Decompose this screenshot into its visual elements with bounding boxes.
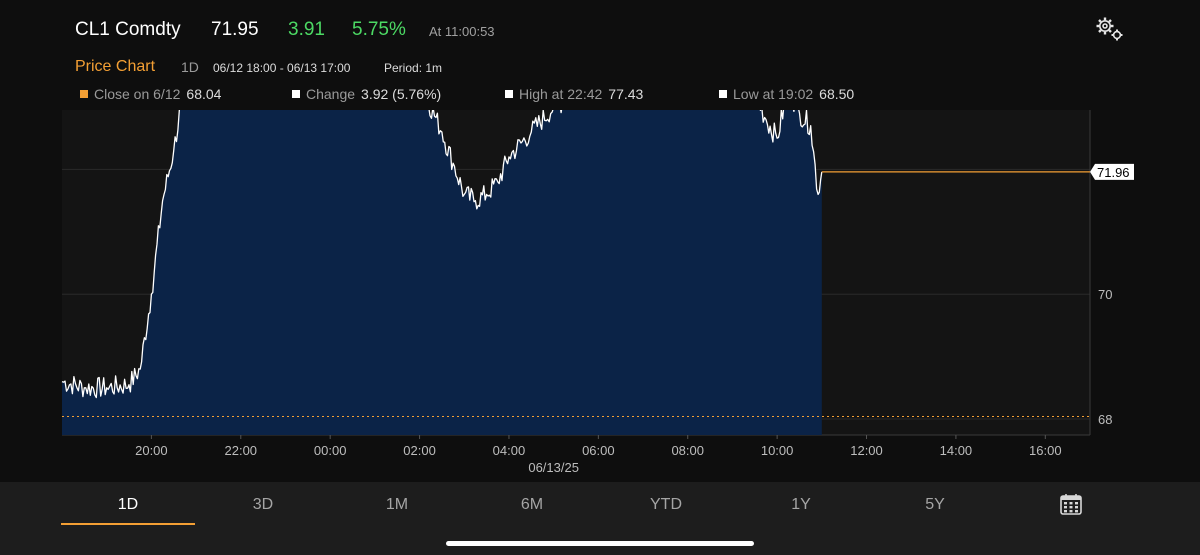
x-tick-label: 20:00 — [135, 443, 168, 458]
tab-ytd[interactable]: YTD — [650, 496, 682, 513]
legend-close-label: Close on 6/12 — [94, 86, 181, 102]
tab-3d[interactable]: 3D — [252, 496, 274, 513]
legend-low-value: 68.50 — [819, 86, 855, 102]
x-tick-label: 08:00 — [671, 443, 704, 458]
active-tab-indicator — [61, 523, 195, 525]
home-indicator — [446, 541, 754, 546]
tab-6m[interactable]: 6M — [520, 496, 544, 513]
last-price-label: 71.96 — [1097, 165, 1130, 180]
y-tick-label: 70 — [1098, 287, 1112, 302]
x-tick-label: 02:00 — [403, 443, 436, 458]
price-chart-title: Price Chart — [75, 58, 156, 75]
legend-change: Change 3.92 (5.76%) — [292, 86, 441, 102]
x-tick-label: 14:00 — [940, 443, 973, 458]
legend-high-swatch — [505, 90, 513, 98]
range-tab-bar: 1D 3D 1M 6M YTD 1Y 5Y — [0, 482, 1200, 555]
legend-close-swatch — [80, 90, 88, 98]
legend-change-swatch — [292, 90, 300, 98]
last-price-tag — [1090, 163, 1134, 180]
price-chart[interactable]: 687072747620:0022:0000:0002:0004:0006:00… — [0, 110, 1200, 480]
x-tick-label: 12:00 — [850, 443, 883, 458]
legend-close-value: 68.04 — [186, 86, 222, 102]
y-tick-label: 68 — [1098, 412, 1112, 427]
tab-1m[interactable]: 1M — [385, 496, 409, 513]
legend-change-label: Change — [306, 86, 356, 102]
quote-time: At 11:00:53 — [429, 24, 495, 39]
last-price: 71.95 — [211, 19, 259, 40]
tab-1y[interactable]: 1Y — [791, 496, 811, 513]
x-tick-label: 16:00 — [1029, 443, 1062, 458]
legend-close: Close on 6/12 68.04 — [80, 86, 221, 102]
ticker-symbol: CL1 Comdty — [75, 19, 181, 40]
x-tick-label: 04:00 — [493, 443, 526, 458]
legend-low-swatch — [719, 90, 727, 98]
tab-1d[interactable]: 1D — [117, 496, 139, 513]
legend-change-value: 3.92 (5.76%) — [361, 86, 442, 102]
x-date-label: 06/13/25 — [528, 460, 579, 475]
range-label: 1D — [181, 59, 199, 75]
price-area-fill — [62, 110, 822, 435]
price-change: 3.91 — [288, 19, 325, 40]
legend-high: High at 22:42 77.43 — [505, 86, 643, 102]
quote-header: CL1 Comdty 71.95 3.91 5.75% At 11:00:53 — [0, 0, 1200, 110]
calendar-icon[interactable] — [1060, 493, 1082, 515]
price-chart-svg[interactable]: 687072747620:0022:0000:0002:0004:0006:00… — [0, 110, 1200, 480]
legend-high-label: High at 22:42 — [519, 86, 603, 102]
x-tick-label: 06:00 — [582, 443, 615, 458]
x-tick-label: 10:00 — [761, 443, 794, 458]
legend-low-label: Low at 19:02 — [733, 86, 814, 102]
x-tick-label: 22:00 — [225, 443, 258, 458]
x-tick-label: 00:00 — [314, 443, 347, 458]
period-label: Period: 1m — [384, 61, 443, 75]
legend-low: Low at 19:02 68.50 — [719, 86, 854, 102]
tab-5y[interactable]: 5Y — [925, 496, 945, 513]
price-change-percent: 5.75% — [352, 19, 406, 40]
price-line — [61, 110, 823, 399]
legend-high-value: 77.43 — [608, 86, 644, 102]
gear-icon[interactable] — [1093, 14, 1127, 44]
date-range: 06/12 18:00 - 06/13 17:00 — [213, 61, 351, 75]
